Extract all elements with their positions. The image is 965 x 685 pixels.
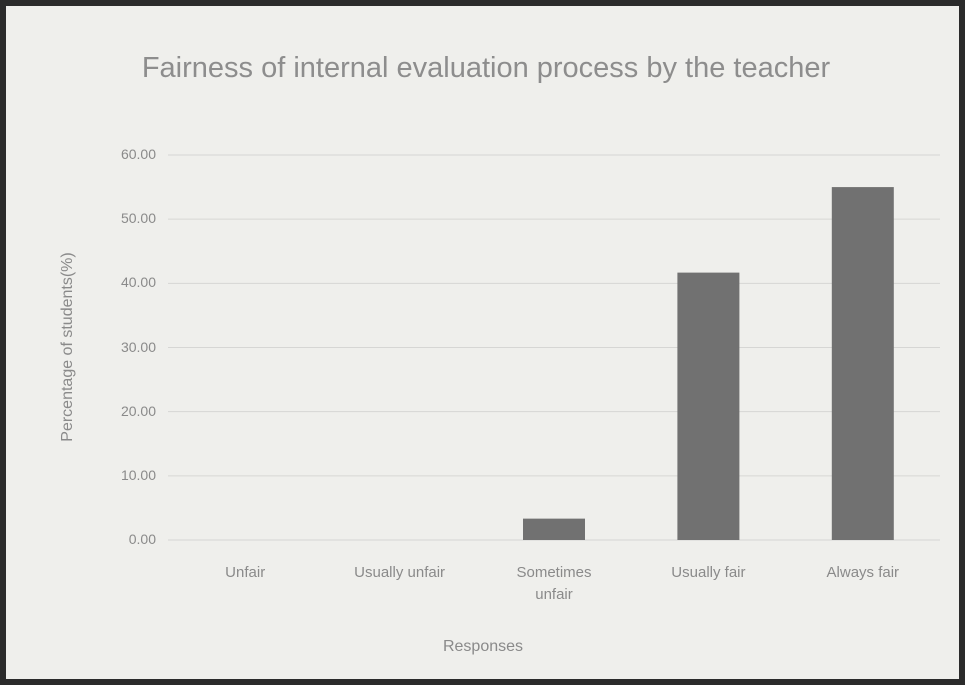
bar <box>831 187 894 541</box>
bar <box>677 272 740 540</box>
x-tick-label: Usually fair <box>671 564 746 581</box>
x-axis-title: Responses <box>442 638 524 655</box>
x-tick-label: Always fair <box>826 564 900 581</box>
y-tick-label: 20.00 <box>120 402 156 419</box>
x-tick-label: Unfair <box>225 564 266 581</box>
y-axis-title: Percentage of students(%) <box>59 252 76 442</box>
plot-area <box>168 154 940 541</box>
y-tick-label: 50.00 <box>120 210 156 227</box>
y-tick-label: 10.00 <box>120 466 156 483</box>
x-tick-label: Usually unfair <box>354 564 446 581</box>
y-tick-label: 40.00 <box>120 274 156 291</box>
y-tick-label: 0.00 <box>128 531 156 547</box>
y-tick-label: 60.00 <box>120 146 156 162</box>
bar <box>523 518 585 540</box>
x-tick-label: Sometimes unfair <box>516 564 592 603</box>
y-tick-label: 30.00 <box>120 338 156 355</box>
chart-title: Fairness of internal evaluation process … <box>141 52 831 84</box>
